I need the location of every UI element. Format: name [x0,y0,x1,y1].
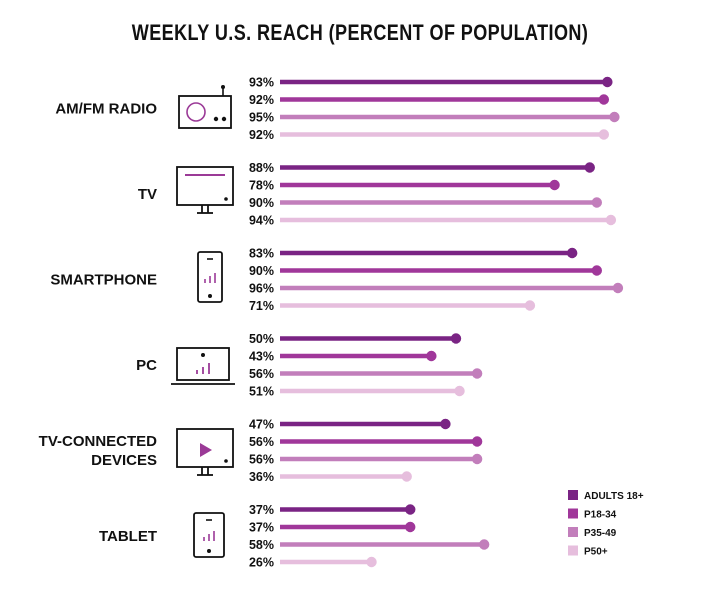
legend-swatch [568,508,578,519]
category-group: TV 88% 78% 90% 94% [138,161,617,228]
bar-end-dot [549,179,560,191]
value-label: 47% [249,418,274,432]
category-label: AM/FM RADIO [55,100,157,117]
value-label: 51% [249,385,274,399]
value-label: 58% [249,538,274,552]
bar-end-dot [450,333,462,344]
value-label: 95% [249,111,274,125]
value-label: 94% [249,214,274,228]
tablet-icon [193,512,225,558]
value-label: 92% [249,93,274,107]
legend: ADULTS 18+ P18-34 P35-49 P50+ [568,490,644,558]
bar-end-dot [605,214,617,226]
bar-end-dot [471,453,483,465]
smartphone-icon [197,251,223,303]
tv-icon [176,166,234,214]
category-group: TV-CONNECTED DEVICES 47% 56% 56% 36% [39,418,483,484]
value-label: 90% [249,264,274,278]
bar-end-dot [598,129,610,140]
category-group: PC 50% 43% 56% 51% [136,332,483,399]
value-label: 37% [249,503,274,517]
category-label: PC [136,357,157,374]
bar-end-dot [454,385,465,397]
bar-end-dot [471,436,483,447]
category-group: AM/FM RADIO 93% 92% 95% 92% [55,76,620,142]
category-label: TV [138,186,157,203]
value-label: 56% [249,453,274,467]
bar-end-dot [609,111,620,123]
radio-icon [178,85,232,129]
bar-end-dot [471,368,483,379]
value-label: 36% [249,470,274,484]
bar-end-dot [405,521,416,533]
value-label: 83% [249,247,274,261]
value-label: 96% [249,282,274,296]
value-label: 26% [249,556,274,570]
bar-end-dot [602,76,613,88]
value-label: 92% [249,128,274,142]
legend-label: P50+ [584,547,608,558]
bar-end-dot [478,539,490,550]
value-label: 90% [249,196,274,210]
legend-swatch [568,545,578,556]
value-label: 56% [249,367,274,381]
legend-label: ADULTS 18+ [584,491,644,502]
bar-end-dot [405,504,416,515]
tv-play-icon [176,428,234,476]
category-group: TABLET 37% 37% 58% 26% [99,503,490,570]
category-label: TV-CONNECTED [39,433,158,450]
category-label: TABLET [99,528,157,545]
bar-end-dot [426,350,437,362]
legend-label: P18-34 [584,510,617,521]
bar-end-dot [612,282,624,294]
value-label: 50% [249,332,274,346]
value-label: 88% [249,161,274,175]
category-label: SMARTPHONE [50,271,157,288]
bar-end-dot [524,300,536,311]
bar-end-dot [366,556,377,568]
laptop-icon [171,347,235,385]
bar-end-dot [566,247,578,259]
bar-end-dot [584,162,595,173]
value-label: 37% [249,521,274,535]
legend-swatch [568,490,578,500]
value-label: 93% [249,76,274,90]
bar-end-dot [591,265,602,276]
legend-swatch [568,527,578,537]
category-label: DEVICES [91,452,157,469]
bar-end-dot [440,418,451,430]
bar-end-dot [401,471,412,482]
legend-label: P35-49 [584,528,617,539]
value-label: 71% [249,299,274,313]
value-label: 78% [249,179,274,193]
chart-title: WEEKLY U.S. REACH (PERCENT OF POPULATION… [131,20,589,45]
bar-end-dot [591,197,602,208]
value-label: 56% [249,435,274,449]
bar-end-dot [598,94,610,105]
value-label: 43% [249,350,274,364]
category-group: SMARTPHONE 83% 90% 96% 71% [50,247,624,313]
